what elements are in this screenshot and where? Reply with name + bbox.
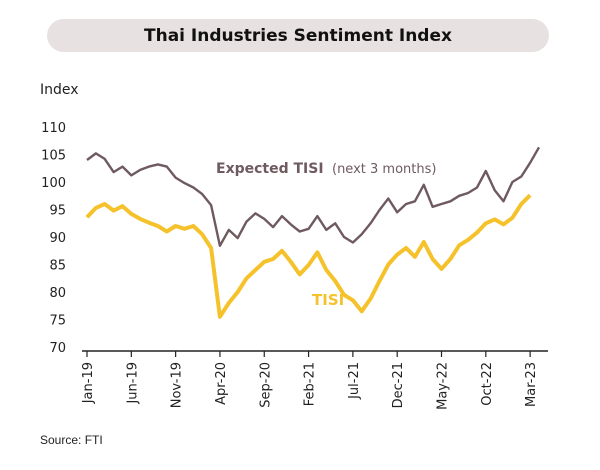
y-tick-label: 90 [49,231,66,246]
y-tick-label: 105 [41,149,66,164]
x-tick-label: Oct-22 [480,362,495,406]
x-tick-label: Sep-20 [258,362,273,408]
chart-title: Thai Industries Sentiment Index [144,25,452,46]
source-note: Source: FTI [40,433,103,447]
x-tick-label: Feb-21 [303,362,318,406]
y-tick-label: 110 [41,121,66,136]
x-tick-label: Nov-19 [170,362,185,408]
x-axis-ticks: Jan-19 Jun-19 Nov-19 Apr-20 Sep-20 Feb-21 Jul-… [81,351,539,410]
y-tick-label: 70 [49,341,66,356]
series-line-tisi [85,193,532,319]
x-tick-label: Dec-21 [391,362,406,408]
y-axis-ticks: 70 75 80 85 90 95 100 105 110 [41,121,66,356]
series-label-tisi: TISI [312,291,344,309]
series-line-expected-tisi [86,146,541,247]
series-label-expected-name: Expected TISI [216,161,324,177]
chart-title-banner: Thai Industries Sentiment Index [47,19,549,52]
x-tick-label: May-22 [436,362,451,410]
x-tick-label: Jan-19 [81,362,96,404]
x-tick-label: Jul-21 [347,362,362,400]
x-tick-label: Mar-23 [524,362,539,407]
x-tick-label: Jun-19 [125,362,140,405]
x-tick-label: Apr-20 [214,362,229,405]
series-label-expected-suffix: (next 3 months) [332,162,436,177]
y-tick-label: 85 [49,259,66,274]
y-tick-label: 100 [41,176,66,191]
y-tick-label: 80 [49,286,66,301]
y-tick-label: 75 [49,314,66,329]
y-tick-label: 95 [49,204,66,219]
series-label-expected-tisi: Expected TISI (next 3 months) [216,161,436,177]
y-axis-label: Index [40,82,79,98]
